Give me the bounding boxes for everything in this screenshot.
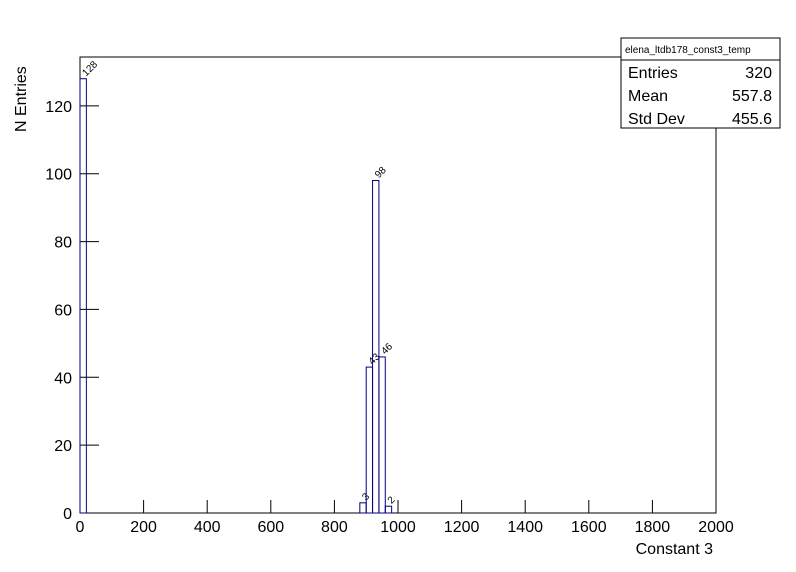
x-tick-label: 1600 (571, 519, 607, 536)
x-tick-label: 1400 (507, 519, 543, 536)
y-tick-label: 40 (54, 370, 72, 387)
stats-value: 320 (745, 65, 772, 82)
x-tick-label: 1800 (635, 519, 671, 536)
x-tick-label: 600 (257, 519, 284, 536)
bar-label: 98 (373, 165, 389, 181)
stats-title: elena_ltdb178_const3_temp (625, 45, 751, 56)
y-tick-label: 60 (54, 302, 72, 319)
y-tick-label: 80 (54, 235, 72, 252)
y-axis-title: N Entries (13, 66, 30, 132)
bar (378, 356, 386, 514)
y-tick-label: 0 (63, 506, 72, 523)
x-tick-label: 0 (76, 519, 85, 536)
x-axis-title: Constant 3 (636, 541, 713, 558)
bar-label: 43 (367, 351, 383, 367)
stats-label: Mean (628, 88, 668, 105)
bar (384, 505, 393, 514)
stats-frame (620, 37, 781, 129)
x-tick-label: 2000 (698, 519, 734, 536)
stats-value: 455.6 (732, 111, 772, 128)
x-tick-label: 1200 (444, 519, 480, 536)
stats-box: elena_ltdb178_const3_temp (620, 37, 781, 129)
stats-label: Std Dev (628, 111, 685, 128)
x-tick-label: 1000 (380, 519, 416, 536)
x-tick-label: 400 (194, 519, 221, 536)
bar (372, 180, 380, 514)
bar-label: 46 (379, 341, 395, 357)
bar-label: 2 (386, 494, 398, 506)
x-tick-label: 800 (321, 519, 348, 536)
bar (365, 366, 374, 514)
y-tick-label: 120 (45, 99, 72, 116)
bar (359, 502, 367, 514)
x-tick-label: 200 (130, 519, 157, 536)
y-tick-label: 100 (45, 167, 72, 184)
stats-label: Entries (628, 65, 678, 82)
bar-label: 128 (81, 59, 101, 79)
stats-value: 557.8 (732, 88, 772, 105)
y-tick-label: 20 (54, 438, 72, 455)
bar (79, 78, 87, 514)
